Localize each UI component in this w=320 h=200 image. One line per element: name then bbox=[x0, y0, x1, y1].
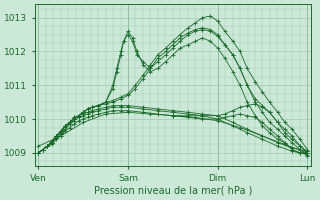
X-axis label: Pression niveau de la mer( hPa ): Pression niveau de la mer( hPa ) bbox=[94, 186, 252, 196]
